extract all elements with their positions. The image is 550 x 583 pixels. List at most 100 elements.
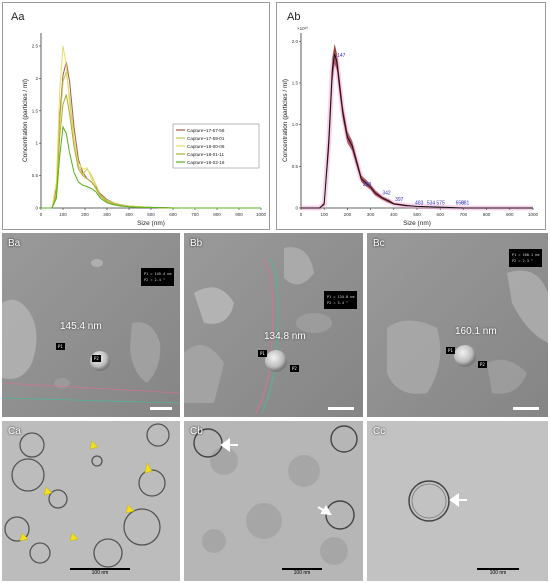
y-axis-label: Concentration (particles / ml) — [22, 79, 29, 162]
legend-entry: Capture~18-00-06 — [187, 144, 225, 149]
tem-image-cb: Cb 100 nm — [184, 421, 363, 581]
tem-image-ca: Ca 100 nm — [2, 421, 180, 581]
scale-bar-label: 100 nm — [293, 570, 311, 576]
scale-bar — [328, 407, 354, 410]
peak-label: 575 — [436, 201, 445, 207]
y-tick-label: 1.5 — [292, 81, 299, 86]
series-halo — [301, 53, 533, 211]
measurement-box-bb: P1 = 134.8 nm P2 = 3.4 ° — [324, 291, 358, 309]
x-tick-label: 800 — [213, 212, 221, 217]
x-tick-label: 700 — [191, 212, 199, 217]
tem-texture-cc — [367, 421, 548, 581]
scale-bar-label: 100 nm — [91, 570, 109, 576]
y-tick-label: 2.0 — [292, 39, 299, 44]
peak-label: 258 — [363, 182, 372, 188]
peak-label: 147 — [337, 53, 346, 59]
measurement-line: P1 = 145.4 nm — [144, 272, 172, 276]
scale-bar — [513, 407, 539, 410]
panel-label-ab: Ab — [287, 11, 301, 23]
marker-tag-p1: P1 — [56, 343, 65, 350]
x-tick-label: 600 — [436, 212, 444, 217]
x-tick-label: 400 — [125, 212, 133, 217]
measurement-line: P1 = 134.8 nm — [327, 295, 355, 299]
panel-ab: Ab 0 100 200 300 400 500 600 700 800 900 1000 0 0.5 1… — [276, 2, 546, 230]
x-tick-label: 100 — [320, 212, 328, 217]
x-tick-label: 900 — [506, 212, 514, 217]
size-label-ba: 145.4 nm — [60, 321, 102, 332]
size-label-bc: 160.1 nm — [455, 326, 497, 337]
y-multiplier-label: ×10¹⁰ — [297, 26, 308, 31]
panel-label-aa: Aa — [11, 11, 25, 23]
panel-label-bc: Bc — [373, 238, 385, 249]
peak-label: 397 — [395, 197, 404, 203]
peak-label: 342 — [382, 191, 391, 197]
sem-texture-bb — [184, 233, 363, 417]
panel-label-bb: Bb — [190, 238, 203, 249]
sem-texture-ba — [2, 233, 180, 417]
sem-image-ba: Ba 145.4 nm P1 = 145.4 nm P2 = 2.4 ° P1 … — [2, 233, 180, 417]
x-tick-label: 300 — [367, 212, 375, 217]
marker-tag-p2: P2 — [290, 365, 299, 372]
y-tick-label: 0.5 — [32, 173, 39, 178]
y-tick-label: 0 — [35, 206, 38, 211]
sem-image-bc: Bc 160.1 nm P1 = 160.1 nm P2 = 2.3 ° P1 … — [367, 233, 548, 417]
peak-label: 534 — [427, 201, 436, 207]
peak-label: 681 — [461, 201, 470, 207]
tem-image-cc: Cc 100 nm — [367, 421, 548, 581]
tem-texture-cb — [184, 421, 363, 581]
measurement-line: P2 = 2.3 ° — [512, 259, 534, 263]
scale-bar: 100 nm — [70, 568, 130, 579]
marker-tag-p2: P2 — [478, 361, 487, 368]
error-band — [301, 43, 533, 209]
series-line-1 — [301, 53, 533, 209]
legend-box — [172, 123, 260, 169]
x-tick-label: 900 — [235, 212, 243, 217]
panel-aa: Aa 0 100 200 300 400 500 600 700 800 900 1000 0 0.5 1… — [2, 2, 270, 230]
x-tick-label: 0 — [40, 212, 43, 217]
y-tick-label: 1.5 — [32, 108, 39, 113]
x-tick-label: 400 — [390, 212, 398, 217]
x-tick-label: 700 — [460, 212, 468, 217]
peak-label: 483 — [415, 201, 424, 207]
x-axis-label: Size (nm) — [137, 220, 165, 227]
scale-bar-label: 100 nm — [489, 570, 507, 576]
panel-label-cc: Cc — [373, 426, 386, 437]
series-line-5 — [41, 125, 261, 209]
size-label-bb: 134.8 nm — [264, 331, 306, 342]
measurement-line: P2 = 2.4 ° — [144, 278, 166, 282]
y-tick-label: 0 — [295, 206, 298, 211]
marker-tag-p2: P2 — [92, 355, 101, 362]
measurement-line: P2 = 3.4 ° — [327, 301, 349, 305]
x-tick-label: 100 — [59, 212, 67, 217]
sem-image-bb: Bb 134.8 nm P1 = 134.8 nm P2 = 3.4 ° P1 … — [184, 233, 363, 417]
peak-label: 658 — [456, 201, 465, 207]
scale-bar — [150, 407, 172, 410]
panel-label-ca: Ca — [8, 426, 21, 437]
y-tick-label: 0.5 — [292, 164, 299, 169]
legend-entry: Capture~17-57-56 — [187, 128, 225, 133]
x-tick-label: 800 — [483, 212, 491, 217]
x-tick-label: 1000 — [256, 212, 267, 217]
tem-texture-ca — [2, 421, 180, 581]
y-tick-label: 1 — [35, 141, 38, 146]
measurement-line: P1 = 160.1 nm — [512, 253, 540, 257]
measurement-box-bc: P1 = 160.1 nm P2 = 2.3 ° — [509, 249, 543, 267]
scale-bar: 100 nm — [477, 568, 519, 579]
y-tick-label: 2.5 — [32, 43, 39, 48]
y-tick-label: 1.0 — [292, 122, 299, 127]
scale-bar: 100 nm — [282, 568, 322, 579]
x-tick-label: 200 — [81, 212, 89, 217]
panel-label-ba: Ba — [8, 238, 21, 249]
chart-aa: 0 100 200 300 400 500 600 700 800 900 1000 0 0.5 1 1.5… — [22, 33, 267, 227]
y-tick-label: 2 — [35, 76, 38, 81]
legend-entry: Capture~18-02-16 — [187, 160, 225, 165]
marker-tag-p1: P1 — [446, 347, 455, 354]
measurement-box-ba: P1 = 145.4 nm P2 = 2.4 ° — [141, 268, 175, 286]
x-tick-label: 500 — [413, 212, 421, 217]
x-axis-label: Size (nm) — [403, 220, 431, 227]
legend-entry: Capture~18-01-11 — [187, 152, 225, 157]
x-tick-label: 0 — [300, 212, 303, 217]
y-axis-label: Concentration (particles / ml) — [282, 79, 289, 162]
x-tick-label: 1000 — [528, 212, 539, 217]
x-tick-label: 500 — [147, 212, 155, 217]
